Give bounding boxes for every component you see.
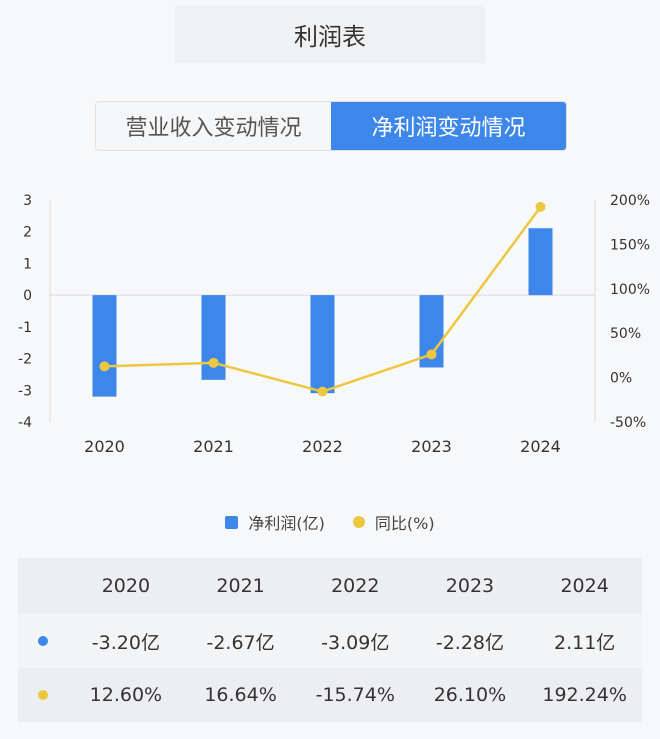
- tab-net-profit-change[interactable]: 净利润变动情况: [331, 102, 566, 150]
- table-cell: -3.09亿: [321, 631, 390, 654]
- right-tick-label: 0%: [610, 371, 632, 387]
- table-cell: 16.64%: [204, 684, 277, 706]
- bar-net-profit: [528, 228, 553, 296]
- left-tick-label: 0: [23, 288, 32, 304]
- tab-revenue-change[interactable]: 营业收入变动情况: [125, 116, 302, 141]
- right-tick-label: 200%: [610, 193, 650, 209]
- x-tick-label: 2023: [411, 437, 452, 456]
- right-tick-label: 50%: [610, 326, 641, 342]
- table-header-cell: 2021: [216, 575, 265, 597]
- page-title: 利润表: [175, 5, 485, 63]
- left-tick-label: -3: [18, 383, 32, 399]
- table-cell: -2.28亿: [435, 631, 505, 654]
- table-cell: 192.24%: [542, 684, 627, 706]
- table-cell: -3.20亿: [91, 631, 160, 654]
- table-cell: -2.67亿: [206, 631, 275, 654]
- table-row-marker: [18, 690, 69, 700]
- table-header-row: 2020 2021 2022 2023 2024: [18, 558, 642, 614]
- x-tick-label: 2022: [302, 437, 343, 456]
- table-header-cell: 2020: [101, 575, 151, 597]
- table-row-net-profit: -3.20亿 -2.67亿 -3.09亿 -2.28亿 2.11亿: [18, 614, 642, 668]
- x-tick-label: 2024: [520, 437, 561, 456]
- table-header-cell: 2023: [445, 575, 495, 597]
- yellow-dot-icon: [38, 690, 49, 700]
- left-tick-label: -1: [18, 320, 32, 336]
- legend-item-yoy[interactable]: 同比(%): [352, 510, 435, 534]
- left-tick-label: -2: [18, 352, 32, 368]
- point-yoy: [426, 349, 437, 360]
- bar-net-profit: [310, 295, 335, 394]
- legend-item-net-profit[interactable]: 净利润(亿): [225, 510, 325, 534]
- tab-bar: 营业收入变动情况 净利润变动情况: [95, 101, 567, 151]
- left-tick-label: 3: [23, 193, 32, 209]
- data-table: 2020 2021 2022 2023 2024 -3.20亿 -2.67亿 -…: [18, 558, 642, 722]
- table-cell: 2.11亿: [553, 631, 616, 654]
- table-row-yoy: 12.60% 16.64% -15.74% 26.10% 192.24%: [18, 668, 642, 722]
- x-tick-label: 2020: [84, 437, 125, 456]
- point-yoy: [99, 361, 110, 372]
- table-cell: 12.60%: [89, 684, 163, 706]
- x-tick-label: 2021: [193, 437, 234, 456]
- net-profit-chart: 3 2 1 0 -1 -2 -3 -4 200% 150% 100% 50% 0% -50% 2020 202…: [18, 193, 650, 456]
- right-tick-label: -50%: [610, 415, 646, 431]
- left-tick-label: 1: [23, 256, 32, 272]
- table-cell: -15.74%: [315, 684, 395, 706]
- table-header-cell: 2022: [331, 575, 380, 597]
- table-header-cell: 2024: [560, 575, 609, 597]
- right-tick-label: 150%: [610, 237, 650, 253]
- dot-swatch-icon: [352, 516, 365, 528]
- legend-label-net-profit: 净利润(亿): [248, 514, 325, 533]
- bar-net-profit: [92, 295, 117, 397]
- blue-dot-icon: [38, 636, 49, 646]
- bar-swatch-icon: [225, 515, 239, 529]
- left-tick-label: -4: [18, 415, 32, 431]
- left-tick-label: 2: [23, 225, 32, 241]
- table-row-marker: [18, 636, 69, 646]
- point-yoy: [208, 357, 219, 368]
- chart-legend: 净利润(亿) 同比(%): [0, 508, 660, 536]
- point-yoy: [535, 201, 546, 212]
- legend-label-yoy: 同比(%): [374, 514, 435, 533]
- page-header: 利润表: [0, 0, 660, 68]
- point-yoy: [317, 386, 328, 397]
- table-cell: 26.10%: [433, 684, 507, 706]
- right-tick-label: 100%: [610, 282, 650, 298]
